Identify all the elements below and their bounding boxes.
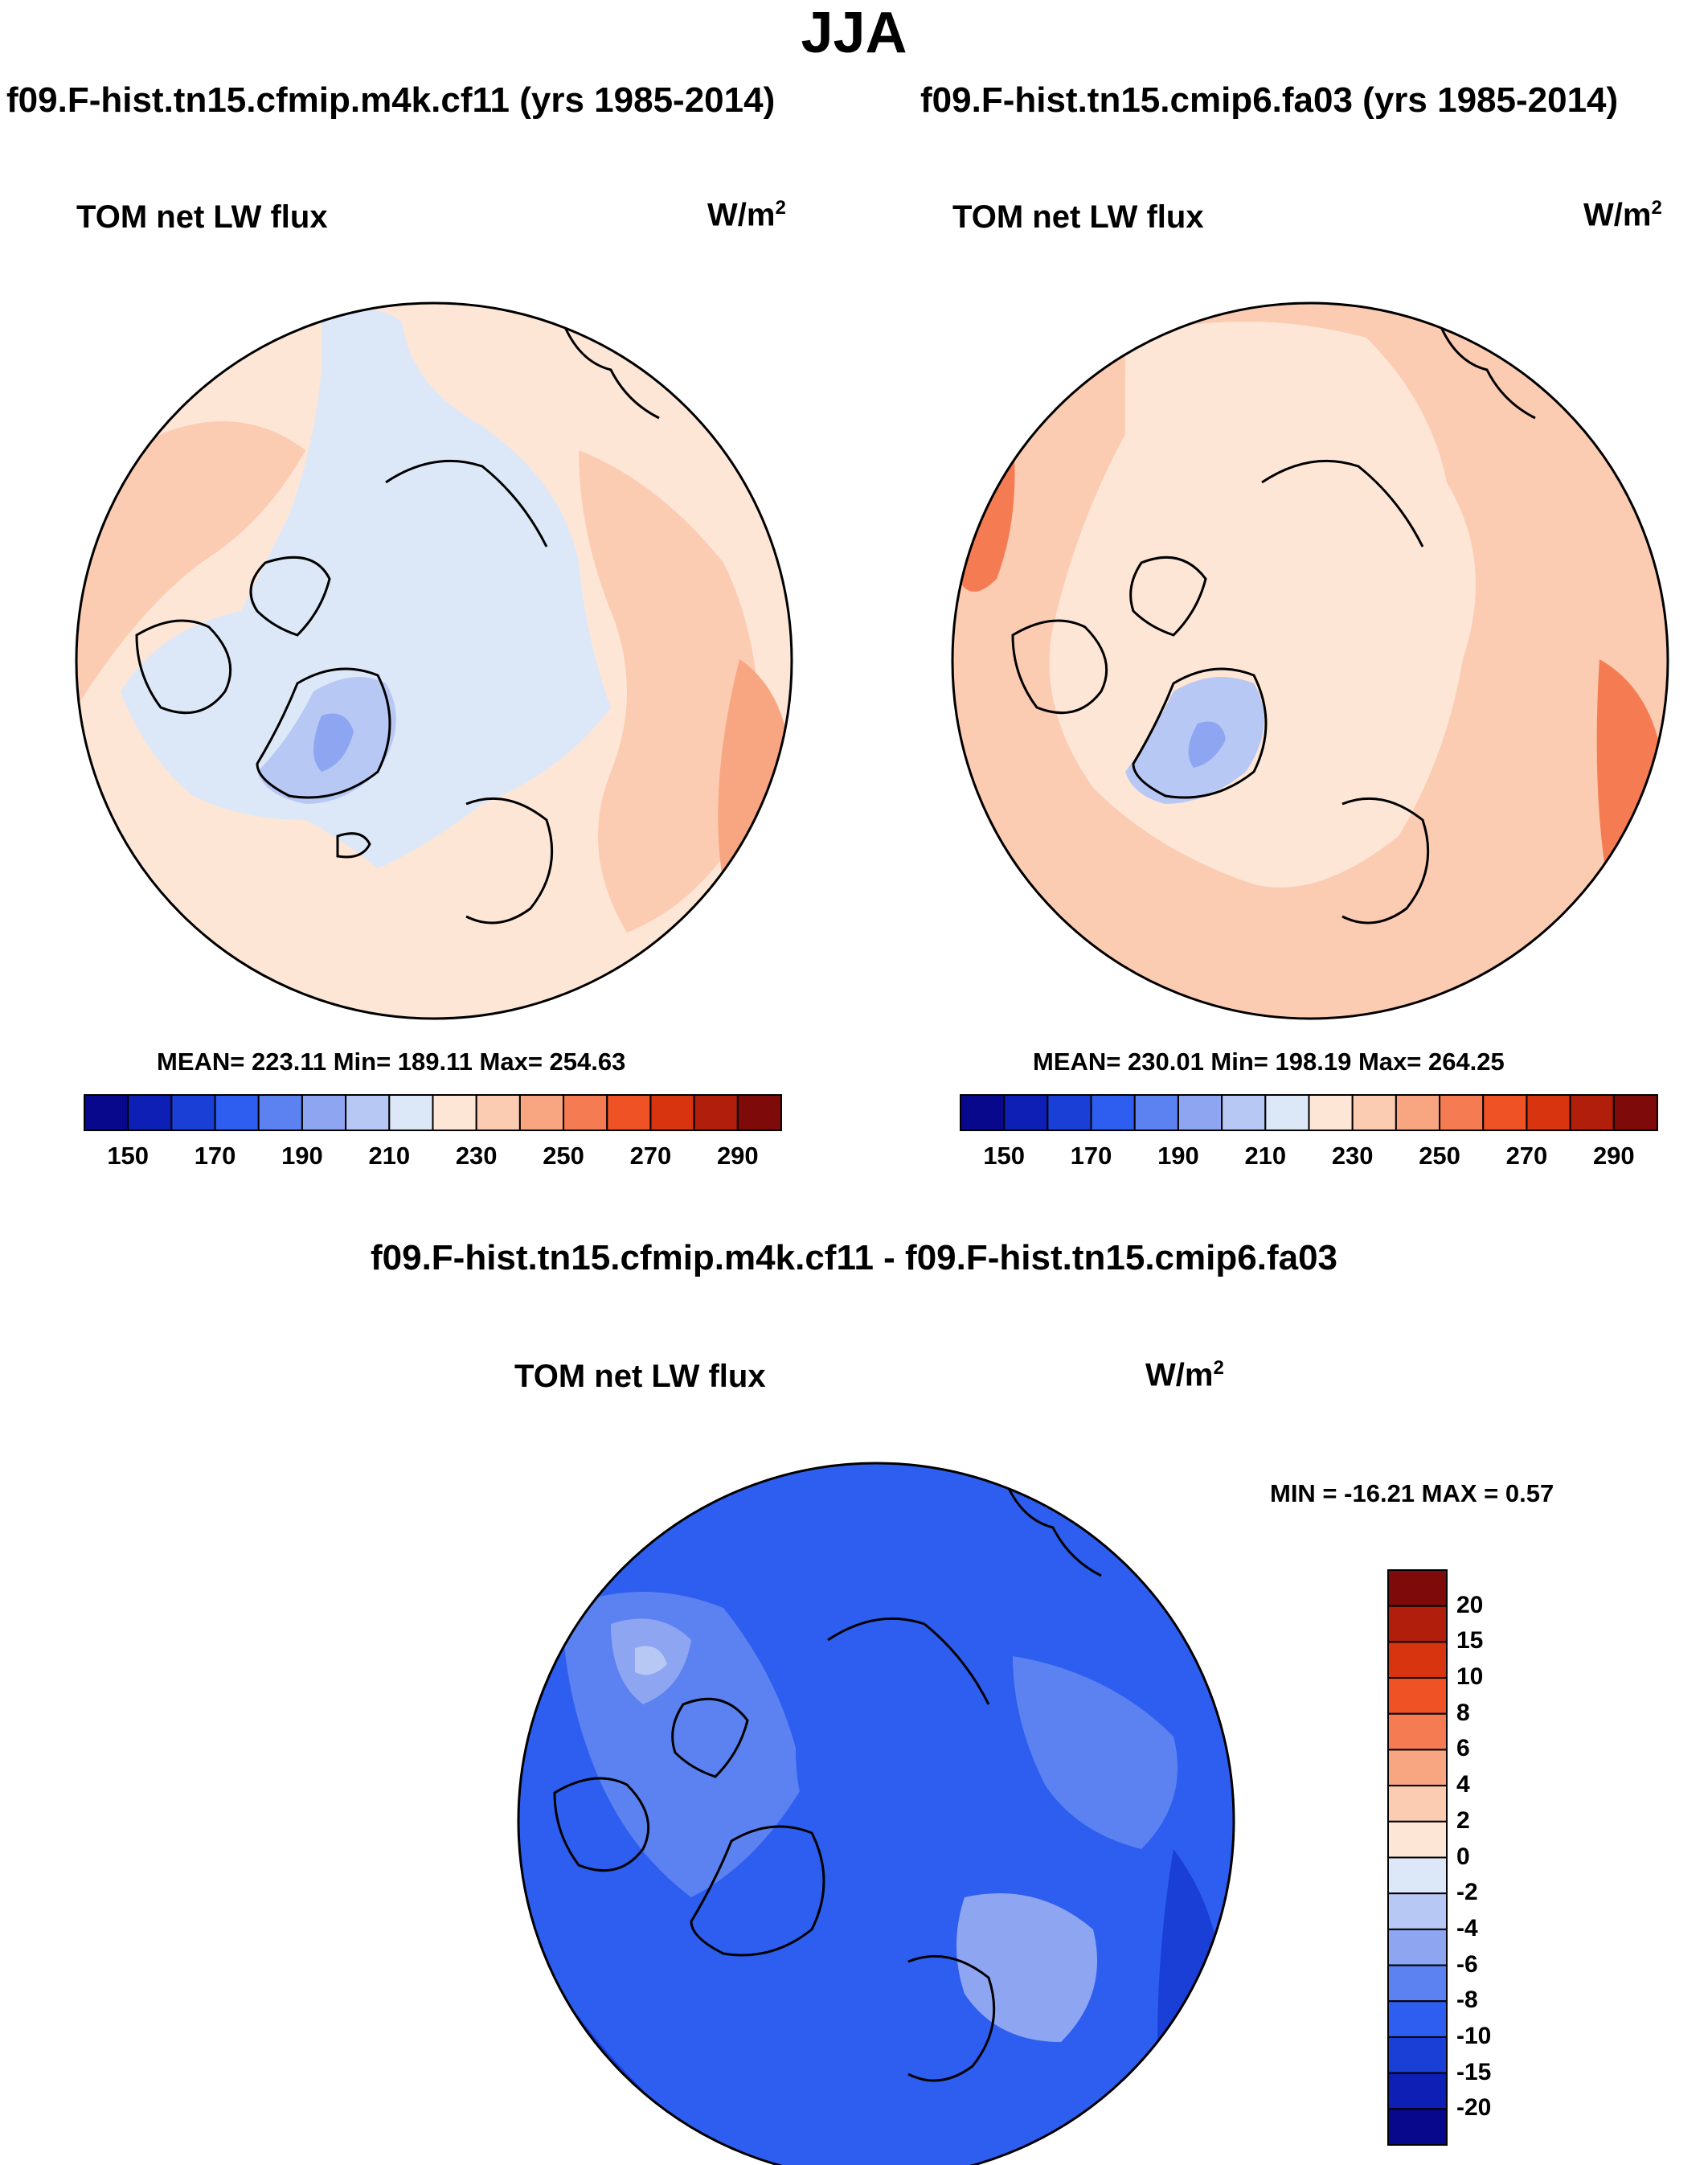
difference-colorbar-box-2 bbox=[1387, 1641, 1448, 1679]
difference-colorbar-tick-label: 6 bbox=[1456, 1735, 1470, 1762]
difference-colorbar-box-4 bbox=[1387, 1712, 1448, 1751]
left-colorbar-tick-label: 250 bbox=[543, 1142, 584, 1170]
left-panel-stats: MEAN= 223.11 Min= 189.11 Max= 254.63 bbox=[157, 1048, 626, 1076]
right-colorbar-tick-label: 290 bbox=[1592, 1142, 1635, 1170]
right-panel-case-title: f09.F-hist.tn15.cmip6.fa03 (yrs 1985-201… bbox=[920, 80, 1619, 120]
difference-colorbar-tick-label: 4 bbox=[1456, 1771, 1470, 1798]
right-polar-map bbox=[951, 301, 1669, 1020]
right-colorbar-box-1 bbox=[1003, 1094, 1049, 1131]
right-colorbar-tick-label: 230 bbox=[1331, 1142, 1374, 1170]
difference-colorbar-box-7 bbox=[1387, 1820, 1448, 1859]
right-colorbar-box-13 bbox=[1526, 1094, 1571, 1131]
right-colorbar-box-4 bbox=[1133, 1094, 1179, 1131]
left-panel-units: W/m2 bbox=[707, 197, 786, 233]
right-colorbar-box-0 bbox=[960, 1094, 1006, 1131]
left-colorbar-box-1 bbox=[127, 1094, 173, 1131]
left-colorbar-box-6 bbox=[345, 1094, 391, 1131]
left-colorbar-box-3 bbox=[214, 1094, 260, 1131]
left-panel-variable-label: TOM net LW flux bbox=[76, 199, 328, 235]
difference-colorbar-box-15 bbox=[1387, 2108, 1448, 2146]
left-colorbar-tick-label: 190 bbox=[281, 1142, 323, 1170]
difference-colorbar-box-13 bbox=[1387, 2036, 1448, 2074]
left-colorbar-box-11 bbox=[563, 1094, 608, 1131]
left-colorbar-tick-label: 210 bbox=[368, 1142, 411, 1170]
left-colorbar-box-10 bbox=[518, 1094, 565, 1131]
right-colorbar-box-15 bbox=[1612, 1094, 1658, 1131]
difference-colorbar-tick-label: -20 bbox=[1456, 2094, 1492, 2122]
left-horizontal-colorbar bbox=[84, 1094, 782, 1131]
right-colorbar-box-12 bbox=[1482, 1094, 1528, 1131]
difference-polar-map bbox=[517, 1462, 1235, 2165]
difference-colorbar-tick-label: -8 bbox=[1456, 1987, 1478, 2014]
right-colorbar-box-3 bbox=[1090, 1094, 1136, 1131]
left-colorbar-box-0 bbox=[84, 1094, 129, 1131]
right-panel-variable-label: TOM net LW flux bbox=[952, 199, 1204, 235]
left-colorbar-box-2 bbox=[170, 1094, 216, 1131]
difference-colorbar-tick-label: -2 bbox=[1456, 1879, 1478, 1906]
difference-colorbar-tick-label: -4 bbox=[1456, 1914, 1478, 1942]
difference-colorbar-tick-label: 20 bbox=[1456, 1591, 1484, 1618]
right-colorbar-box-11 bbox=[1439, 1094, 1485, 1131]
left-colorbar-tick-label: 270 bbox=[629, 1142, 672, 1170]
right-colorbar-box-8 bbox=[1308, 1094, 1354, 1131]
left-colorbar-tick-label: 230 bbox=[455, 1142, 498, 1170]
difference-colorbar-tick-label: 2 bbox=[1456, 1806, 1470, 1834]
difference-colorbar-tick-label: -6 bbox=[1456, 1950, 1478, 1978]
right-colorbar-box-14 bbox=[1569, 1094, 1615, 1131]
left-colorbar-box-8 bbox=[432, 1094, 477, 1131]
left-colorbar-box-13 bbox=[649, 1094, 695, 1131]
right-horizontal-colorbar bbox=[960, 1094, 1658, 1131]
right-colorbar-tick-label: 190 bbox=[1157, 1142, 1199, 1170]
right-colorbar-box-7 bbox=[1264, 1094, 1310, 1131]
left-colorbar-box-4 bbox=[257, 1094, 303, 1131]
figure-title: JJA bbox=[801, 1, 907, 65]
difference-colorbar-box-8 bbox=[1387, 1856, 1448, 1895]
left-colorbar-box-5 bbox=[301, 1094, 347, 1131]
difference-colorbar-tick-label: 15 bbox=[1456, 1627, 1484, 1655]
left-polar-map bbox=[75, 301, 793, 1020]
right-colorbar-box-10 bbox=[1395, 1094, 1441, 1131]
difference-colorbar-box-11 bbox=[1387, 1964, 1448, 2003]
difference-colorbar-tick-label: -10 bbox=[1456, 2022, 1492, 2049]
right-colorbar-tick-label: 210 bbox=[1244, 1142, 1287, 1170]
difference-colorbar-tick-label: 10 bbox=[1456, 1663, 1484, 1691]
right-colorbar-box-6 bbox=[1221, 1094, 1267, 1131]
right-colorbar-tick-label: 170 bbox=[1070, 1142, 1112, 1170]
left-colorbar-tick-label: 170 bbox=[194, 1142, 236, 1170]
right-colorbar-tick-label: 150 bbox=[983, 1142, 1026, 1170]
diff-panel-units: W/m2 bbox=[1145, 1357, 1224, 1393]
left-colorbar-tick-label: 150 bbox=[107, 1142, 150, 1170]
difference-colorbar-box-1 bbox=[1387, 1605, 1448, 1643]
diff-panel-stats: MIN = -16.21 MAX = 0.57 bbox=[1270, 1479, 1554, 1507]
left-colorbar-box-12 bbox=[606, 1094, 652, 1131]
left-colorbar-box-14 bbox=[693, 1094, 739, 1131]
left-panel-case-title: f09.F-hist.tn15.cfmip.m4k.cf11 (yrs 1985… bbox=[6, 80, 776, 120]
right-colorbar-box-9 bbox=[1351, 1094, 1397, 1131]
left-colorbar-box-9 bbox=[475, 1094, 521, 1131]
right-colorbar-tick-label: 250 bbox=[1419, 1142, 1460, 1170]
left-colorbar-tick-label: 290 bbox=[716, 1142, 759, 1170]
difference-colorbar-box-5 bbox=[1387, 1749, 1448, 1787]
left-colorbar-box-15 bbox=[736, 1094, 782, 1131]
diff-panel-variable-label: TOM net LW flux bbox=[514, 1359, 766, 1394]
difference-colorbar-tick-label: 8 bbox=[1456, 1699, 1470, 1726]
diff-panel-title: f09.F-hist.tn15.cfmip.m4k.cf11 - f09.F-h… bbox=[370, 1238, 1338, 1277]
difference-colorbar-box-6 bbox=[1387, 1785, 1448, 1823]
difference-colorbar-box-12 bbox=[1387, 2000, 1448, 2038]
right-colorbar-box-5 bbox=[1177, 1094, 1223, 1131]
difference-vertical-colorbar bbox=[1387, 1569, 1448, 2146]
difference-colorbar-tick-label: -15 bbox=[1456, 2058, 1492, 2085]
difference-colorbar-box-0 bbox=[1387, 1569, 1448, 1607]
right-panel-units: W/m2 bbox=[1583, 197, 1662, 233]
difference-colorbar-tick-label: 0 bbox=[1456, 1843, 1470, 1870]
difference-colorbar-box-3 bbox=[1387, 1677, 1448, 1715]
difference-colorbar-box-14 bbox=[1387, 2072, 1448, 2110]
difference-colorbar-box-10 bbox=[1387, 1928, 1448, 1966]
right-panel-stats: MEAN= 230.01 Min= 198.19 Max= 264.25 bbox=[1033, 1048, 1505, 1076]
left-colorbar-box-7 bbox=[388, 1094, 434, 1131]
right-colorbar-tick-label: 270 bbox=[1505, 1142, 1548, 1170]
right-colorbar-box-2 bbox=[1047, 1094, 1092, 1131]
difference-colorbar-box-9 bbox=[1387, 1892, 1448, 1930]
